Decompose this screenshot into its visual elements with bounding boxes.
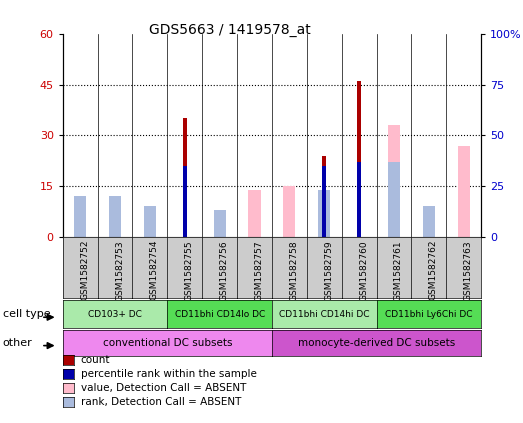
Bar <box>183 166 187 237</box>
Text: CD11bhi CD14hi DC: CD11bhi CD14hi DC <box>279 310 370 319</box>
Text: GSM1582759: GSM1582759 <box>324 240 333 301</box>
Text: monocyte-derived DC subsets: monocyte-derived DC subsets <box>298 338 455 348</box>
Bar <box>388 125 400 237</box>
Text: GSM1582756: GSM1582756 <box>220 240 229 301</box>
Text: CD11bhi CD14lo DC: CD11bhi CD14lo DC <box>175 310 265 319</box>
Bar <box>109 196 121 237</box>
Bar <box>109 210 121 237</box>
Text: GDS5663 / 1419578_at: GDS5663 / 1419578_at <box>149 23 311 37</box>
Bar <box>213 220 226 237</box>
Text: value, Detection Call = ABSENT: value, Detection Call = ABSENT <box>81 383 246 393</box>
Text: percentile rank within the sample: percentile rank within the sample <box>81 369 256 379</box>
Bar <box>283 186 295 237</box>
Bar <box>144 220 156 237</box>
Text: GSM1582753: GSM1582753 <box>115 240 124 301</box>
Text: CD11bhi Ly6Chi DC: CD11bhi Ly6Chi DC <box>385 310 473 319</box>
Bar <box>357 162 361 237</box>
Bar <box>322 156 326 237</box>
Text: rank, Detection Call = ABSENT: rank, Detection Call = ABSENT <box>81 397 241 407</box>
Text: other: other <box>3 338 32 348</box>
Text: GSM1582763: GSM1582763 <box>464 240 473 301</box>
Bar <box>248 190 260 237</box>
Text: GSM1582754: GSM1582754 <box>150 240 159 300</box>
Text: GSM1582760: GSM1582760 <box>359 240 368 301</box>
Text: GSM1582757: GSM1582757 <box>255 240 264 301</box>
Text: cell type: cell type <box>3 309 50 319</box>
Text: GSM1582752: GSM1582752 <box>80 240 89 300</box>
Text: GSM1582758: GSM1582758 <box>289 240 299 301</box>
Text: conventional DC subsets: conventional DC subsets <box>103 338 232 348</box>
Bar <box>423 220 435 237</box>
Bar <box>423 206 435 237</box>
Bar <box>357 81 361 237</box>
Bar <box>318 190 331 237</box>
Text: count: count <box>81 355 110 365</box>
Bar <box>213 210 226 237</box>
Bar <box>74 196 86 237</box>
Bar <box>74 206 86 237</box>
Bar <box>322 166 326 237</box>
Text: GSM1582755: GSM1582755 <box>185 240 194 301</box>
Text: CD103+ DC: CD103+ DC <box>88 310 142 319</box>
Bar <box>183 118 187 237</box>
Bar <box>458 146 470 237</box>
Text: GSM1582761: GSM1582761 <box>394 240 403 301</box>
Bar <box>388 162 400 237</box>
Text: GSM1582762: GSM1582762 <box>429 240 438 300</box>
Bar <box>144 206 156 237</box>
